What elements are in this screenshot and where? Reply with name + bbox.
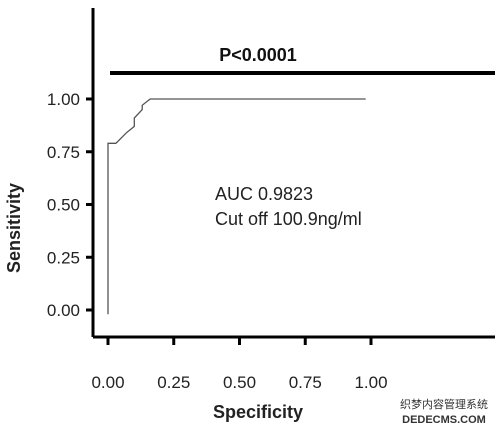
- roc-curve-line: [107, 98, 366, 315]
- x-tick-label: 1.00: [354, 373, 387, 392]
- x-axis-title: Specificity: [213, 402, 303, 422]
- p-value-label: P<0.0001: [219, 45, 297, 65]
- x-tick-label: 0.50: [223, 373, 256, 392]
- y-tick-label: 0.00: [47, 301, 80, 320]
- watermark-line2: DEDECMS.COM: [402, 414, 486, 426]
- x-tick-label: 0.75: [289, 373, 322, 392]
- watermark-line1: 织梦内容管理系统: [400, 397, 488, 411]
- x-tick-label: 0.00: [91, 373, 124, 392]
- y-ticks: 0.00 0.25 0.50 0.75 1.00: [47, 90, 93, 320]
- y-tick-label: 0.75: [47, 143, 80, 162]
- watermark: 织梦内容管理系统 DEDECMS.COM: [390, 394, 498, 428]
- cutoff-label: Cut off 100.9ng/ml: [215, 209, 362, 229]
- series-layer: [107, 98, 366, 315]
- y-tick-label: 0.50: [47, 196, 80, 215]
- axes: [91, 8, 495, 339]
- y-tick-label: 1.00: [47, 90, 80, 109]
- y-tick-label: 0.25: [47, 248, 80, 267]
- x-ticks: 0.00 0.25 0.50 0.75 1.00: [91, 337, 388, 392]
- x-tick-label: 0.25: [157, 373, 190, 392]
- y-axis-title: Sensitivity: [4, 183, 24, 273]
- auc-label: AUC 0.9823: [215, 184, 313, 204]
